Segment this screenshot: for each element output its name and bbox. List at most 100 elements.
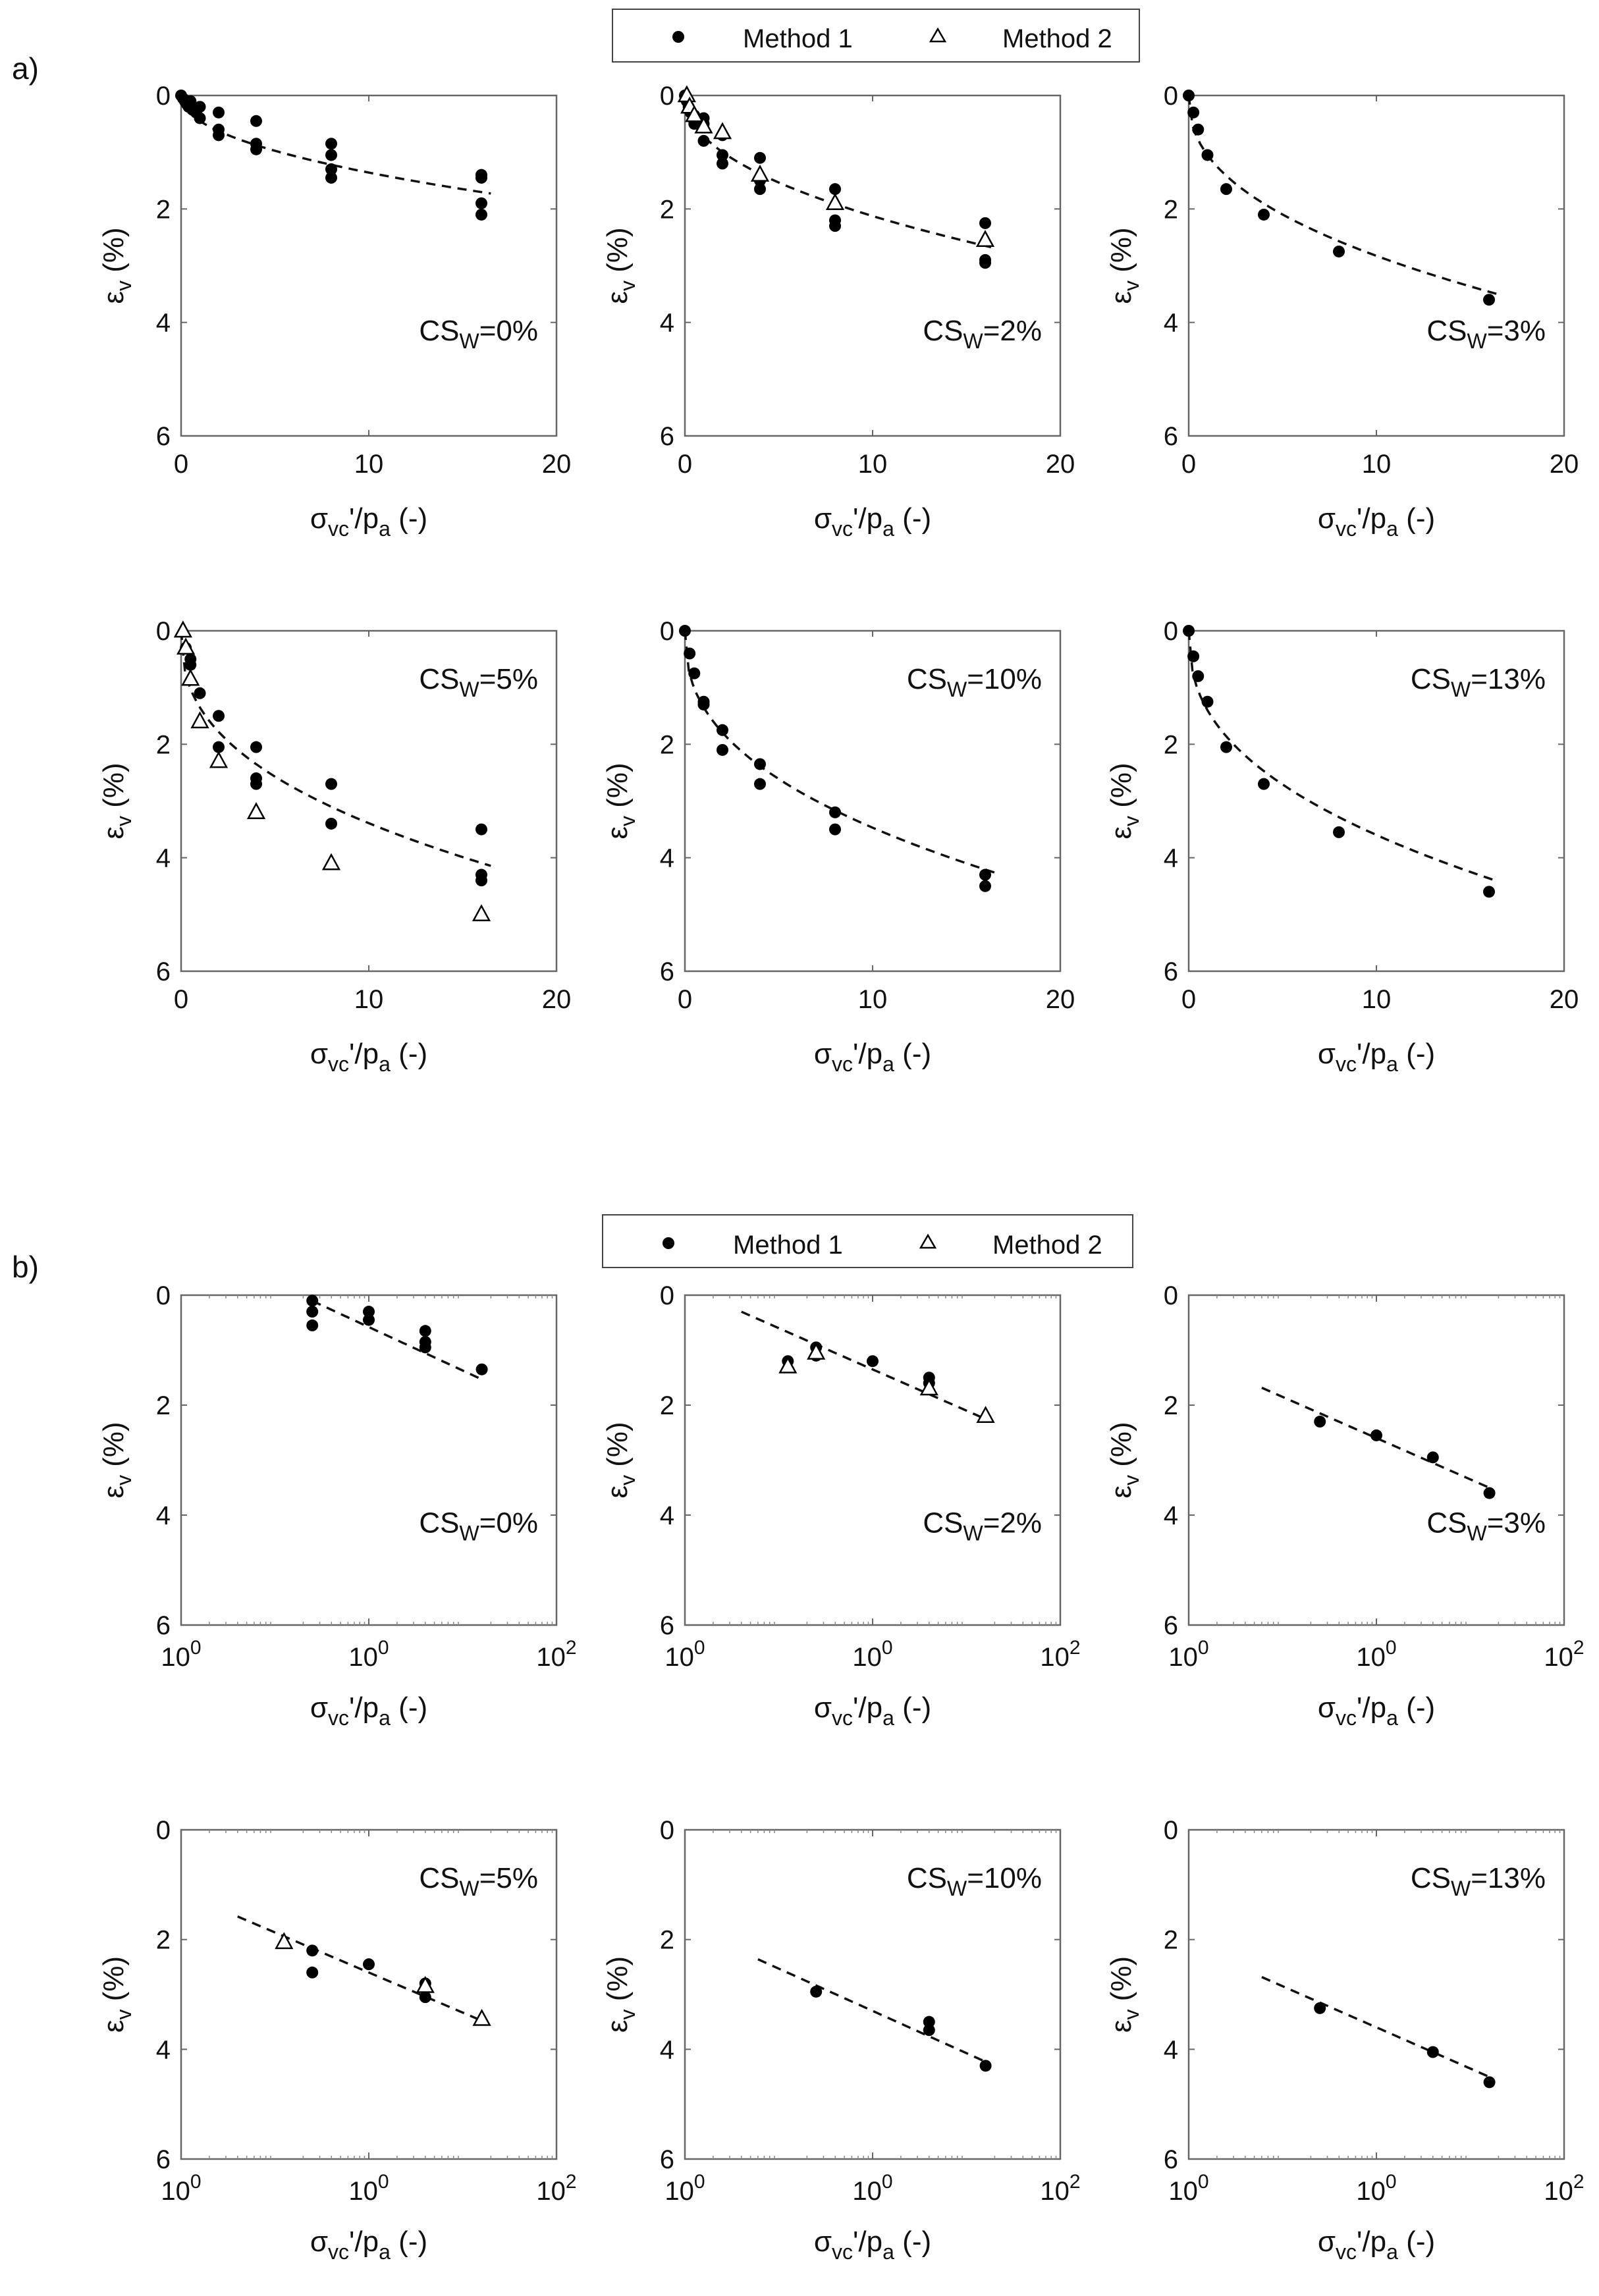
method2-point [713,122,732,140]
x-tick-exponent: 2 [566,1637,577,1659]
cs-annotation-main: CS [1411,663,1451,695]
method1-point [363,1314,375,1326]
x-axis-label-subscript: vc [832,1706,853,1730]
cs-annotation-subscript: W [963,329,984,353]
method1-point [684,647,696,660]
x-axis-label-symbol: σ [310,1038,328,1070]
y-axis-label: εv (%) [1105,762,1143,839]
x-tick-base: 10 [852,1643,882,1672]
y-axis-label-subscript: v [112,2010,136,2020]
method2-point [275,1932,294,1950]
y-axis-label-symbol: ε [601,1485,634,1499]
y-tick-label: 4 [660,2035,674,2064]
x-axis-label-middle: '/p [1357,2226,1386,2258]
x-axis-label: σvc'/pa (-) [310,1692,427,1730]
method1-point [979,257,991,269]
y-tick-label: 6 [660,2145,674,2174]
method1-point [250,741,262,753]
cs-annotation-value: =0% [479,1507,538,1539]
x-tick-label: 102 [1040,1637,1080,1672]
cs-annotation-b5: CSW=10% [907,1862,1042,1900]
fit-curve-a4 [180,630,491,867]
x-axis-label-symbol: σ [1318,2226,1336,2258]
method1-point [1333,245,1345,257]
x-axis-label-unit: (-) [391,1692,427,1724]
cs-annotation-main: CS [923,1507,963,1539]
cs-annotation-value: =13% [1471,1862,1546,1894]
y-tick-label: 4 [156,1501,171,1530]
x-axis-label-subscript: vc [832,1052,853,1076]
method2-point [181,668,200,686]
x-tick-base: 10 [348,1643,378,1672]
x-axis-label-unit: (-) [894,1692,931,1724]
plot-area-a4 [180,629,558,973]
y-tick-label: 4 [660,844,674,873]
y-axis-label: εv (%) [1105,227,1143,304]
y-tick-label: 4 [156,844,171,873]
cs-annotation-main: CS [419,1862,459,1894]
x-axis-label-subscript: a [882,2240,894,2264]
fit-curve-a6 [1187,630,1499,883]
method1-point [1426,1451,1439,1464]
x-axis-label-unit: (-) [894,502,931,535]
x-axis-label-symbol: σ [310,2226,328,2258]
x-axis-label-subscript: vc [1336,2240,1357,2264]
legend-a-box [612,9,1140,63]
cs-annotation-value: =13% [1471,663,1546,695]
x-tick-label: 102 [1040,2171,1080,2206]
plot-area-b3 [1187,1294,1565,1626]
cs-annotation-main: CS [419,663,459,695]
method1-point [419,1341,431,1354]
x-tick-exponent: 2 [566,2171,577,2193]
x-tick-label: 102 [1544,2171,1584,2206]
x-axis-label-middle: '/p [853,1692,882,1724]
y-axis-label-subscript: v [112,1475,136,1485]
x-tick-exponent: 2 [1070,2171,1081,2193]
x-axis-label-symbol: σ [310,502,328,535]
x-tick-exponent: 2 [1573,2171,1585,2193]
y-tick-label: 4 [1164,309,1178,338]
method1-point [679,625,691,637]
x-tick-label: 100 [664,2171,705,2206]
method2-point [778,1356,798,1374]
y-tick-label: 0 [660,1816,674,1845]
y-tick-label: 2 [660,1391,674,1420]
method1-point [325,149,337,161]
method2-point [190,711,209,729]
x-axis-label-subscript: a [379,1706,391,1730]
x-axis-label-subscript: vc [328,2240,349,2264]
y-axis-label-symbol: ε [1105,826,1137,840]
method1-point [325,817,337,830]
x-axis-label-middle: '/p [1357,502,1386,535]
legend-a-method1-label: Method 1 [743,24,853,53]
method1-point [475,823,487,836]
method1-point [475,1363,488,1375]
panel-label-b: b) [12,1250,39,1284]
cs-annotation-b1: CSW=0% [419,1507,538,1545]
legend-a: Method 1 Method 2 [612,9,1140,63]
x-axis-label-unit: (-) [1398,1038,1435,1070]
y-tick-label: 0 [660,1281,674,1310]
method1-point [810,1985,823,1998]
x-tick-label: 10 [1362,985,1392,1014]
method1-point [867,1355,879,1368]
method2-point [976,1406,995,1423]
cs-annotation-main: CS [907,1862,947,1894]
method1-point [419,1991,431,2004]
plot-area-a6 [1187,629,1565,973]
method1-point [419,1325,431,1337]
x-tick-label: 100 [348,2171,389,2206]
method1-point [194,101,206,113]
method1-point [213,106,225,119]
fit-curve-a3 [1187,95,1499,296]
method1-point [306,1295,319,1307]
x-axis-label-middle: '/p [1357,1692,1386,1724]
cs-annotation-value: =10% [967,663,1042,695]
x-axis-label-subscript: a [882,1706,894,1730]
x-axis-label-middle: '/p [853,2226,882,2258]
x-tick-exponent: 0 [190,2171,202,2193]
cs-annotation-a6: CSW=13% [1411,663,1546,701]
y-axis-label-subscript: v [1120,280,1143,291]
cs-annotation-a2: CSW=2% [923,315,1042,353]
